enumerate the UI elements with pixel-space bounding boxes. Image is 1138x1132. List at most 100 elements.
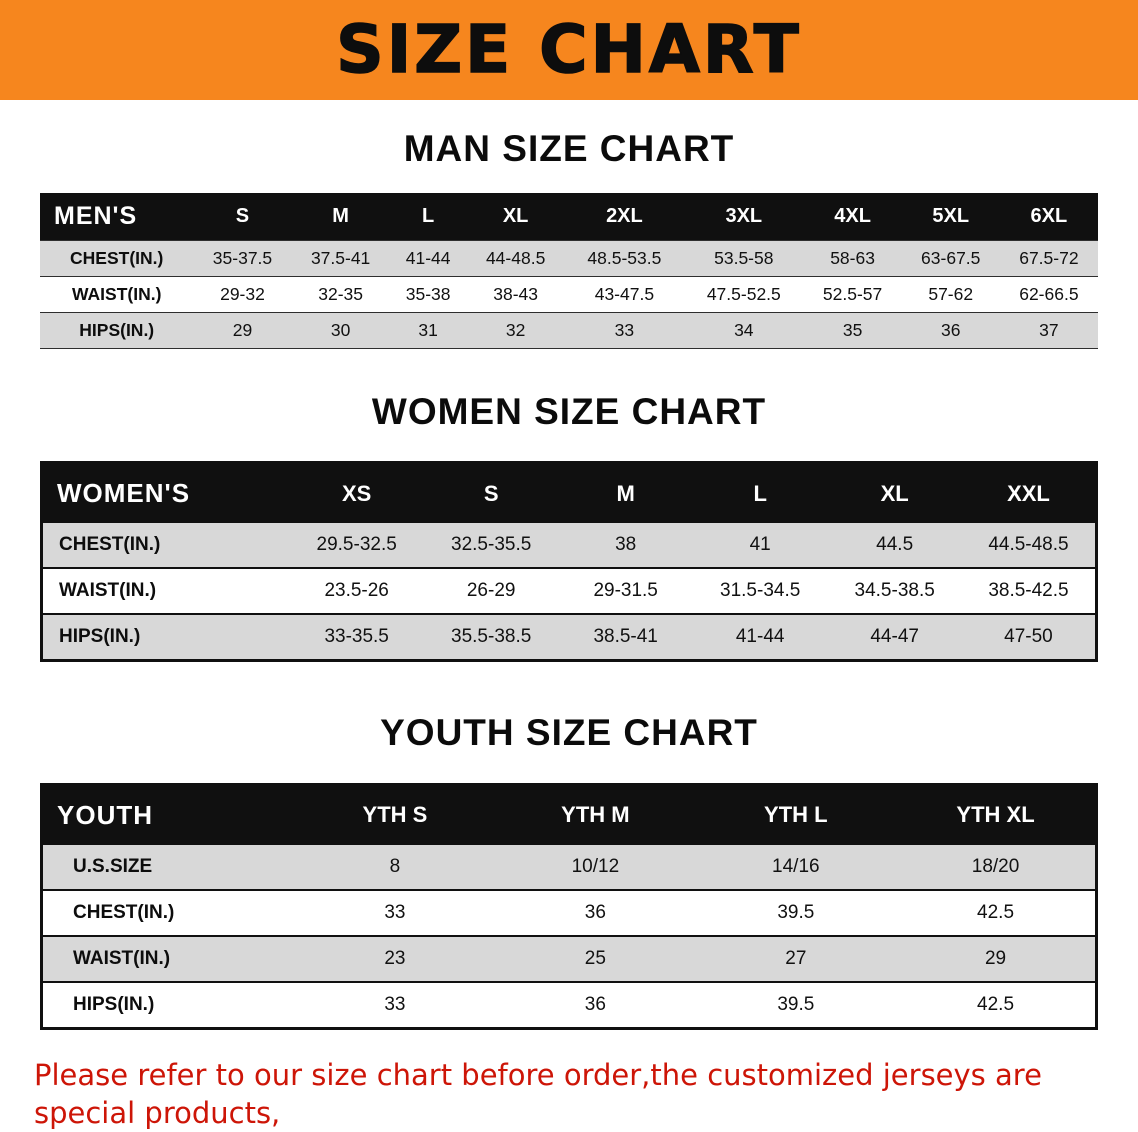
cell-value: 44-47: [827, 614, 962, 662]
cell-value: 41-44: [389, 239, 467, 277]
table-row: HIPS(IN.) 33-35.5 35.5-38.5 38.5-41 41-44 44-…: [41, 614, 1097, 662]
row-label: CHEST(IN.): [40, 239, 194, 277]
cell-value: 32-35: [291, 276, 390, 313]
cell-value: 37.5-41: [291, 239, 390, 277]
size-column-header: L: [692, 462, 828, 524]
table-row: HIPS(IN.) 29 30 31 32 33 34 35 36 37: [40, 312, 1098, 349]
cell-value: 33-35.5: [289, 614, 424, 662]
size-column-header: 6XL: [999, 192, 1098, 241]
cell-value: 63-67.5: [901, 239, 1000, 277]
size-column-header: XL: [466, 192, 565, 241]
cell-value: 29-32: [193, 276, 292, 313]
disclaimer-line-1: Please refer to our size chart before or…: [34, 1057, 1042, 1131]
row-label: HIPS(IN.): [41, 981, 295, 1030]
table-title-cell: YOUTH: [41, 784, 295, 845]
header-row: WOMEN'S XS S M L XL XXL: [41, 462, 1097, 524]
youth-size-section: YOUTH SIZE CHART YOUTH YTH S YTH M YTH L YTH…: [40, 712, 1098, 1030]
header-row: MEN'S S M L XL 2XL 3XL 4XL 5XL 6XL: [40, 192, 1098, 241]
cell-value: 36: [495, 889, 696, 937]
size-column-header: YTH M: [495, 784, 696, 845]
table-row: CHEST(IN.) 29.5-32.5 32.5-35.5 38 41 44.5 44.5…: [41, 523, 1097, 570]
header-row: YOUTH YTH S YTH M YTH L YTH XL: [41, 784, 1097, 845]
cell-value: 10/12: [495, 844, 696, 891]
row-label: HIPS(IN.): [40, 312, 194, 349]
cell-value: 29: [896, 935, 1097, 983]
banner-title: SIZE CHART: [335, 11, 802, 88]
cell-value: 39.5: [695, 981, 897, 1030]
size-column-header: 4XL: [803, 192, 902, 241]
size-column-header: YTH XL: [896, 784, 1097, 845]
men-size-section: MAN SIZE CHART MEN'S S M L XL 2XL 3XL 4XL 5XL 6XL…: [40, 128, 1098, 349]
table-row: CHEST(IN.) 33 36 39.5 42.5: [41, 889, 1097, 937]
row-label: CHEST(IN.): [41, 523, 290, 570]
cell-value: 42.5: [896, 889, 1097, 937]
table-row: WAIST(IN.) 23.5-26 26-29 29-31.5 31.5-34.5 34…: [41, 568, 1097, 616]
size-column-header: 2XL: [564, 192, 685, 241]
cell-value: 35-38: [389, 276, 467, 313]
cell-value: 33: [294, 981, 496, 1030]
cell-value: 62-66.5: [999, 276, 1098, 313]
table-title-cell: MEN'S: [40, 192, 194, 241]
cell-value: 29-31.5: [558, 568, 693, 616]
cell-value: 38.5-41: [558, 614, 693, 662]
size-column-header: XL: [827, 462, 962, 524]
row-label: WAIST(IN.): [40, 276, 194, 313]
size-column-header: S: [193, 192, 292, 241]
cell-value: 38-43: [466, 276, 565, 313]
size-column-header: M: [558, 462, 693, 524]
cell-value: 58-63: [803, 239, 902, 277]
cell-value: 47.5-52.5: [684, 276, 804, 313]
men-section-heading: MAN SIZE CHART: [403, 128, 735, 169]
size-column-header: 3XL: [684, 192, 804, 241]
cell-value: 23.5-26: [289, 568, 424, 616]
row-label: WAIST(IN.): [41, 935, 295, 983]
cell-value: 57-62: [901, 276, 1000, 313]
size-column-header: YTH L: [695, 784, 897, 845]
cell-value: 8: [294, 844, 496, 891]
cell-value: 44.5: [827, 523, 962, 570]
cell-value: 30: [291, 312, 390, 349]
cell-value: 32: [466, 312, 565, 349]
size-chart-banner: SIZE CHART: [0, 0, 1138, 100]
cell-value: 35.5-38.5: [423, 614, 559, 662]
cell-value: 18/20: [896, 844, 1097, 891]
row-label: WAIST(IN.): [41, 568, 290, 616]
row-label: HIPS(IN.): [41, 614, 290, 662]
cell-value: 44-48.5: [466, 239, 565, 277]
men-size-table: MEN'S S M L XL 2XL 3XL 4XL 5XL 6XL CHEST(IN.) 35-37…: [40, 192, 1098, 349]
cell-value: 48.5-53.5: [564, 239, 685, 277]
size-column-header: S: [423, 462, 559, 524]
cell-value: 33: [294, 889, 496, 937]
cell-value: 36: [901, 312, 1000, 349]
size-column-header: XS: [289, 462, 424, 524]
cell-value: 14/16: [695, 844, 897, 891]
table-row: U.S.SIZE 8 10/12 14/16 18/20: [41, 844, 1097, 891]
cell-value: 33: [564, 312, 685, 349]
table-row: HIPS(IN.) 33 36 39.5 42.5: [41, 981, 1097, 1030]
women-size-table: WOMEN'S XS S M L XL XXL CHEST(IN.) 29.5-32.5 32.5…: [40, 461, 1098, 663]
size-column-header: M: [291, 192, 390, 241]
cell-value: 37: [999, 312, 1098, 349]
disclaimer: Please refer to our size chart before or…: [34, 1056, 1104, 1132]
cell-value: 35: [803, 312, 902, 349]
size-column-header: 5XL: [901, 192, 1000, 241]
row-label: U.S.SIZE: [41, 844, 295, 891]
cell-value: 35-37.5: [193, 239, 292, 277]
cell-value: 23: [294, 935, 496, 983]
table-title-cell: WOMEN'S: [41, 462, 290, 524]
cell-value: 32.5-35.5: [423, 523, 559, 570]
cell-value: 25: [495, 935, 696, 983]
cell-value: 42.5: [896, 981, 1097, 1030]
cell-value: 41: [692, 523, 828, 570]
women-size-section: WOMEN SIZE CHART WOMEN'S XS S M L XL XXL CHEST(…: [40, 391, 1098, 663]
table-row: WAIST(IN.) 29-32 32-35 35-38 38-43 43-47.5 47.…: [40, 276, 1098, 313]
cell-value: 44.5-48.5: [961, 523, 1097, 570]
cell-value: 27: [695, 935, 897, 983]
cell-value: 26-29: [423, 568, 559, 616]
cell-value: 38: [558, 523, 693, 570]
size-column-header: YTH S: [294, 784, 496, 845]
cell-value: 31: [389, 312, 467, 349]
row-label: CHEST(IN.): [41, 889, 295, 937]
size-column-header: L: [389, 192, 467, 241]
size-column-header: XXL: [961, 462, 1097, 524]
